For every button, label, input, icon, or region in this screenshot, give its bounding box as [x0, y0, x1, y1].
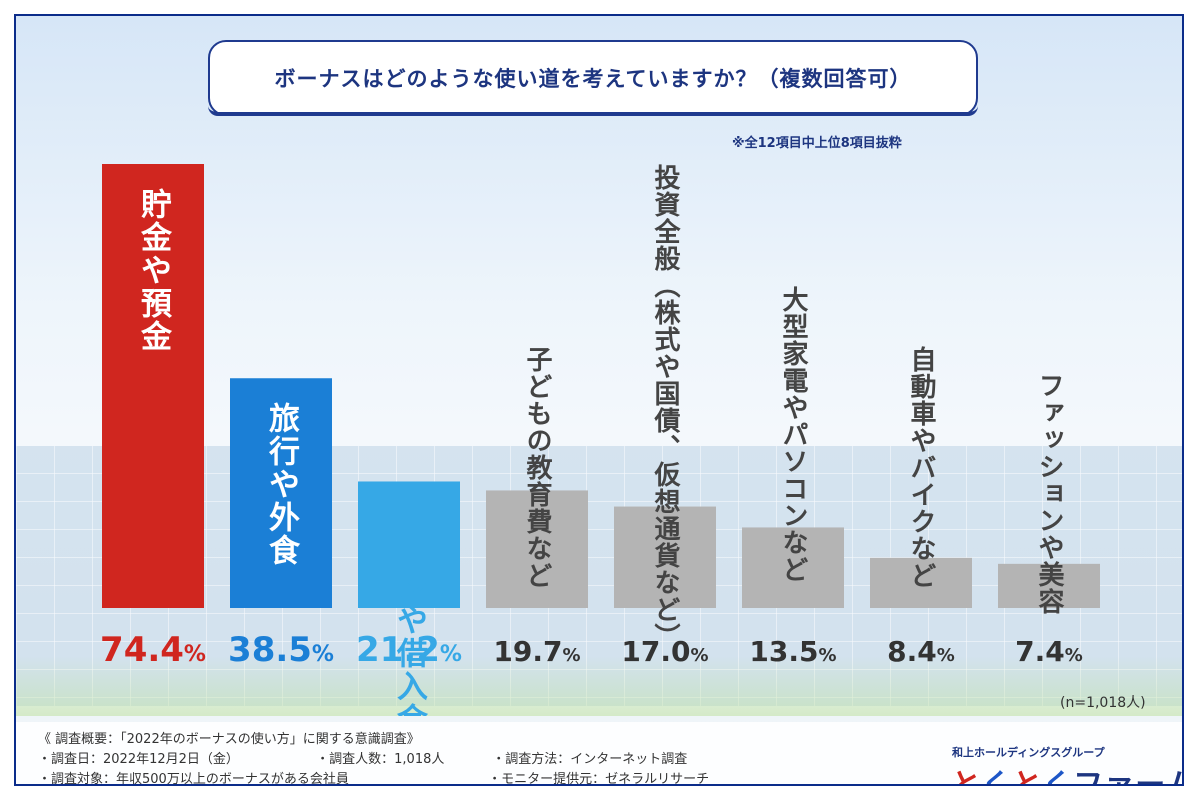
survey-date: ・調査日：2022年12月2日（金）: [38, 752, 239, 767]
category-label-8: ファッションや美容: [1034, 372, 1064, 615]
title-box: ボーナスはどのような使い道を考えていますか？（複数回答可）: [208, 40, 978, 116]
subset-note: ※全12項目中上位8項目抜粋: [732, 136, 902, 151]
value-label-6: 13.5%: [749, 635, 836, 668]
bar-1: [102, 164, 204, 608]
bar-8: [998, 563, 1100, 608]
bar-7: [870, 557, 972, 608]
value-label-3: 21.2%: [356, 630, 462, 670]
company-logo: とくとくファーム: [951, 768, 1182, 786]
logo-group-name: 和上ホールディングスグループ: [952, 746, 1105, 759]
footer-band: [16, 722, 1182, 784]
survey-target: ・調査対象：年収500万以上のボーナスがある会社員: [38, 772, 349, 786]
survey-count: ・調査人数：1,018人: [316, 752, 445, 767]
chart-frame: ボーナスはどのような使い道を考えていますか？（複数回答可） ※全12項目中上位8…: [14, 14, 1184, 786]
bar-3: [358, 481, 460, 608]
category-label-6: 大型家電やパソコンなど: [778, 286, 808, 583]
category-label-5: 投資全般（株式や国債、仮想通貨など）: [650, 164, 681, 650]
category-label-1: 貯金や預金: [135, 188, 173, 353]
survey-overview: 《 調査概要：「2022年のボーナスの使い方」に関する意識調査》 ・調査日：20…: [38, 730, 710, 786]
category-label-7: 自動車やバイクなど: [906, 345, 936, 589]
bar-5: [614, 506, 716, 608]
value-label-5: 17.0%: [621, 635, 708, 668]
category-label-4: 子どもの教育費など: [522, 346, 552, 589]
category-label-3: ローンや借入金の返済: [391, 505, 429, 716]
value-label-4: 19.7%: [493, 635, 580, 668]
chart-title: ボーナスはどのような使い道を考えていますか？（複数回答可）: [274, 67, 912, 91]
survey-heading: 《 調査概要：「2022年のボーナスの使い方」に関する意識調査》: [38, 732, 420, 747]
value-label-7: 8.4%: [887, 635, 955, 668]
survey-provider: ・モニター提供元：ゼネラルリサーチ: [488, 772, 710, 786]
bar-4: [486, 490, 588, 608]
bar-6: [742, 527, 844, 608]
value-label-8: 7.4%: [1015, 635, 1083, 668]
survey-method: ・調査方法：インターネット調査: [492, 752, 688, 767]
category-label-2: 旅行や外食: [263, 402, 301, 567]
value-label-1: 74.4%: [100, 630, 206, 670]
sample-size-label: (n=1,018人): [1060, 695, 1146, 711]
value-label-2: 38.5%: [228, 630, 334, 670]
bar-2: [230, 378, 332, 608]
title-underline: [208, 106, 978, 116]
grass-background: [16, 656, 1182, 716]
